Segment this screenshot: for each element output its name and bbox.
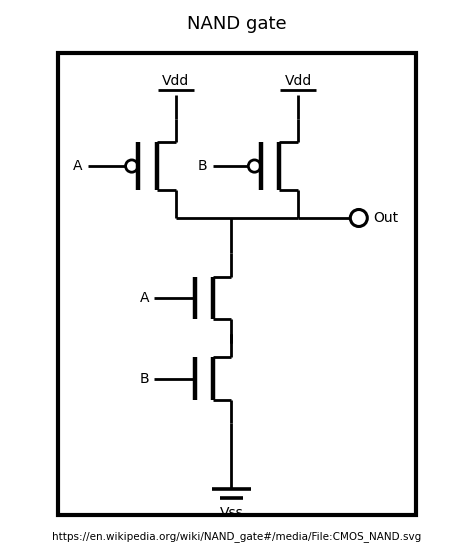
- Text: A: A: [140, 291, 150, 305]
- Text: Out: Out: [373, 211, 398, 225]
- Text: Vdd: Vdd: [285, 74, 312, 88]
- Text: Vss: Vss: [219, 506, 243, 520]
- Text: NAND gate: NAND gate: [187, 16, 287, 33]
- Text: Vdd: Vdd: [162, 74, 189, 88]
- Text: B: B: [198, 159, 208, 173]
- Text: A: A: [73, 159, 82, 173]
- Text: https://en.wikipedia.org/wiki/NAND_gate#/media/File:CMOS_NAND.svg: https://en.wikipedia.org/wiki/NAND_gate#…: [52, 531, 422, 542]
- Text: B: B: [140, 372, 150, 386]
- Bar: [58, 53, 416, 515]
